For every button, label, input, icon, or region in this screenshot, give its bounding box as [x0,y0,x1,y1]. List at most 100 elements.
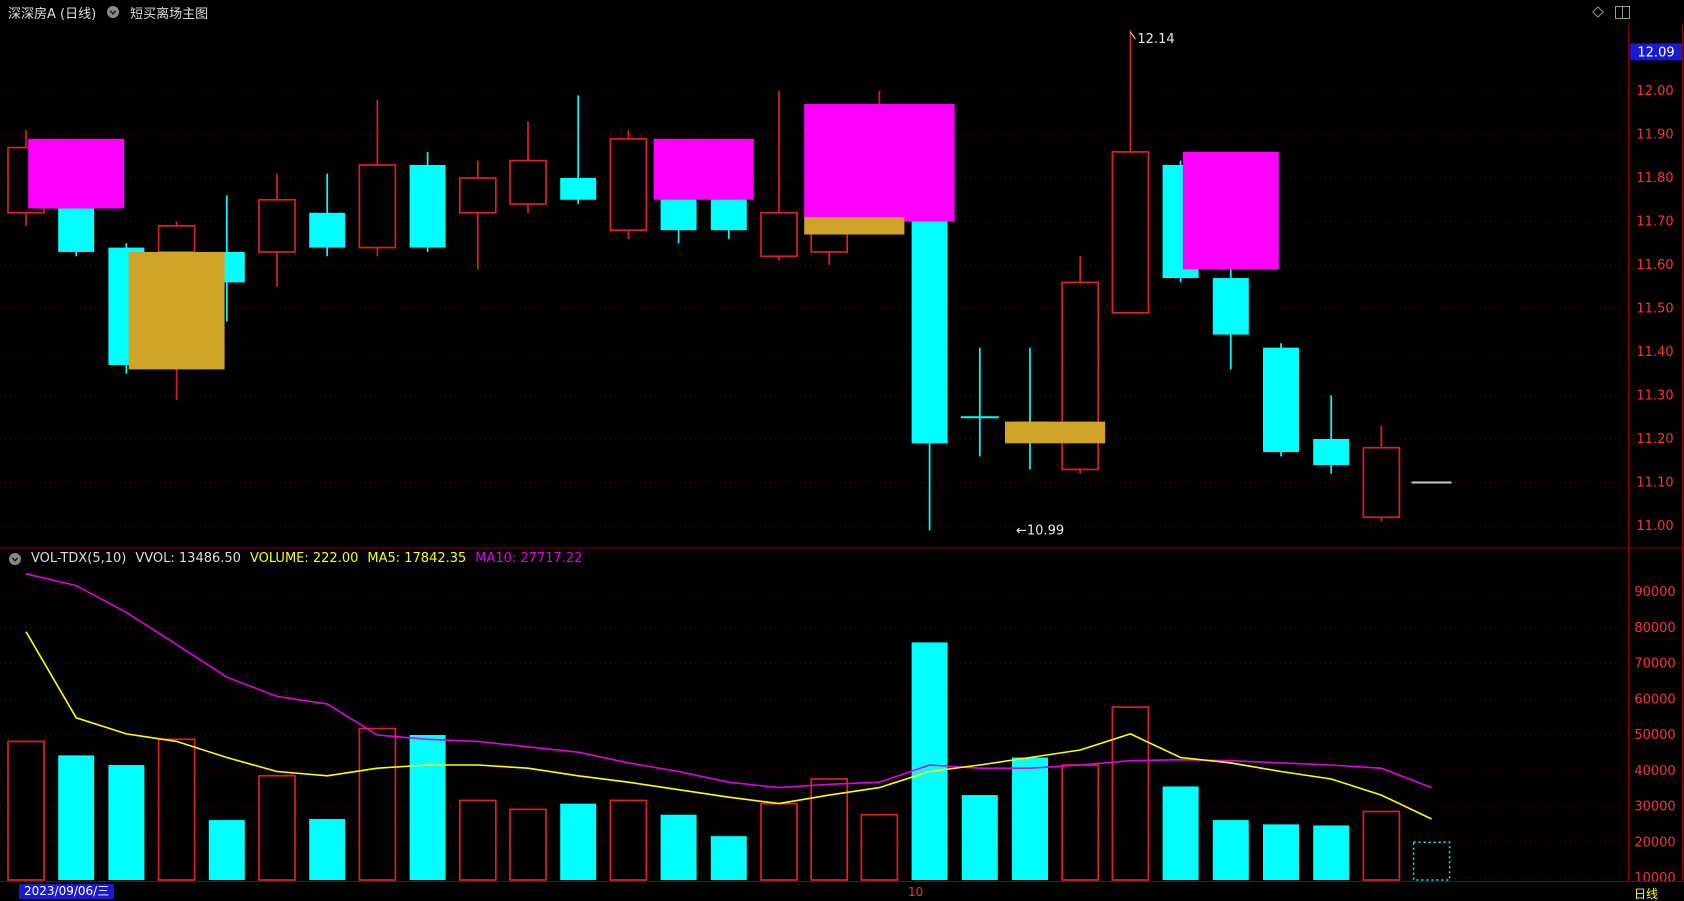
volume-axis-label: 70000 [1634,657,1675,672]
price-axis-label: 11.70 [1636,215,1673,230]
candle-down[interactable] [560,178,597,200]
price-axis-label: 11.80 [1636,171,1673,186]
ma10-line [25,573,1432,789]
signal-overlay-gold [804,217,905,235]
volume-bar[interactable] [860,813,899,881]
diamond-icon[interactable] [1591,5,1605,19]
volume-bar[interactable] [509,808,547,881]
volume-bar[interactable] [258,774,296,881]
candle-down[interactable] [58,208,95,252]
date-tag[interactable]: 2023/09/06/三 [19,884,115,899]
volume-bar[interactable] [1362,810,1401,881]
split-window-icon[interactable] [1615,5,1630,19]
volume-bar[interactable] [157,738,196,881]
price-axis-label: 11.50 [1636,302,1673,317]
volume-bar[interactable] [760,802,798,881]
time-axis-bar: 2023/09/06/三 10 日线 [0,883,1684,901]
indicator-toggle-icon[interactable] [106,5,120,19]
volume-indicator-name[interactable]: VOL-TDX(5,10) [31,551,127,566]
candle-up[interactable] [1111,151,1150,314]
volume-header: VOL-TDX(5,10) VVOL: 13486.50 VOLUME: 222… [8,551,583,566]
main-indicator-label[interactable]: 短买离场主图 [130,6,209,22]
stock-title: 深深房A (日线) [8,6,97,22]
current-price-tag: 12.09 [1637,45,1674,60]
high-annotation: 12.14 [1137,32,1174,47]
candle-down[interactable] [409,164,446,248]
month-marker: 10 [908,885,924,899]
candle-up[interactable] [609,138,648,232]
volume-bar[interactable] [1313,825,1350,880]
volume-axis-label: 40000 [1634,764,1675,779]
vvol-label: VVOL: 13486.50 [135,551,241,566]
volume-axis-label: 80000 [1634,621,1675,636]
volume-bar[interactable] [1061,764,1100,881]
volume-axis-label: 30000 [1634,800,1675,815]
volume-axis-label: 60000 [1634,692,1675,707]
signal-overlay-gold [1005,421,1106,444]
volume-bar[interactable] [560,803,597,880]
volume-bar[interactable] [660,814,697,880]
candle-down[interactable] [1313,439,1350,466]
volume-bar[interactable] [58,755,95,880]
volume-bar[interactable] [358,727,397,881]
volume-bar[interactable] [1263,824,1299,880]
volume-bar[interactable] [208,820,245,880]
signal-overlay-magenta [1182,151,1279,270]
volume-ma5-label: MA5: 17842.35 [367,551,467,566]
volume-bar[interactable] [409,735,446,880]
candle-up[interactable] [358,164,397,249]
candle-down[interactable] [1263,347,1299,453]
ma5-line [25,631,1432,820]
volume-bar[interactable] [810,778,849,881]
volume-bar[interactable] [1212,820,1249,880]
price-axis-label: 11.30 [1636,389,1673,404]
signal-overlay-magenta [28,138,125,209]
volume-bar[interactable] [1012,757,1048,880]
volume-bar[interactable] [108,765,145,880]
candle-down[interactable] [309,212,346,248]
signal-overlay-magenta [804,104,955,222]
price-axis-label: 11.00 [1636,519,1673,534]
current-price-tag-bg [1630,43,1682,61]
candle-down[interactable] [911,221,948,444]
volume-bar[interactable] [7,740,45,881]
candle-down[interactable] [660,195,697,231]
price-axis-label: 11.60 [1636,258,1673,273]
volume-bar[interactable] [961,795,998,880]
price-axis-label: 12.00 [1636,84,1673,99]
volume-bar[interactable] [911,642,948,880]
candle-down[interactable] [1212,278,1249,335]
volume-axis-label: 50000 [1634,728,1675,743]
volume-bar[interactable] [458,799,497,881]
volume-axis-label: 90000 [1634,585,1675,600]
volume-ma10-label: MA10: 27717.22 [475,551,583,566]
signal-overlay-gold [128,251,225,370]
volume-bar[interactable] [710,836,747,880]
price-axis-label: 11.20 [1636,432,1673,447]
volume-toggle-icon[interactable] [8,552,22,566]
volume-axis-label: 20000 [1634,835,1675,850]
volume-bar-estimated[interactable] [1412,841,1451,881]
volume-axis-label: 10000 [1634,871,1675,886]
volume-bar[interactable] [309,819,346,880]
volume-label: VOLUME: 222.00 [249,551,359,566]
high-pointer-line [1129,31,1136,40]
low-annotation: ←10.99 [1016,523,1064,538]
candle-up[interactable] [760,211,798,258]
signal-overlay-magenta [653,138,754,200]
volume-bar[interactable] [609,799,648,881]
title-bar: 深深房A (日线) 短买离场主图 [0,0,1684,24]
candle-up[interactable] [458,177,497,214]
price-axis-label: 11.40 [1636,345,1673,360]
volume-bar[interactable] [1162,786,1199,880]
candle-up[interactable] [157,225,196,253]
price-axis-label: 11.90 [1636,128,1673,143]
candle-up[interactable] [258,198,296,253]
price-axis-label: 11.10 [1636,476,1673,491]
volume-bar[interactable] [1111,706,1150,881]
candle-up[interactable] [509,159,547,205]
candle-up[interactable] [1362,446,1401,519]
period-label[interactable]: 日线 [1634,887,1659,901]
